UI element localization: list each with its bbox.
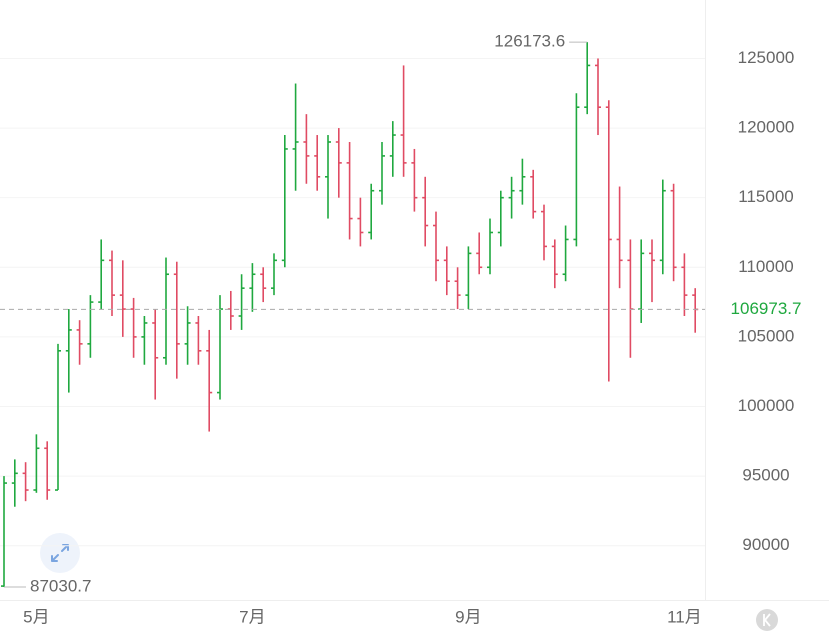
k-button[interactable] — [756, 609, 778, 631]
y-tick-label: 100000 — [738, 396, 795, 415]
max-label: 126173.6 — [494, 32, 565, 51]
x-tick-label: 5月 — [23, 607, 49, 626]
x-tick-label: 9月 — [455, 607, 481, 626]
last-price-label: 106973.7 — [731, 299, 802, 318]
min-label: 87030.7 — [30, 577, 91, 596]
expand-icon[interactable] — [40, 533, 80, 573]
y-tick-label: 115000 — [738, 187, 793, 206]
y-tick-label: 120000 — [738, 118, 795, 137]
y-tick-label: 125000 — [738, 48, 795, 67]
x-tick-label: 7月 — [239, 607, 265, 626]
x-tick-label: 11月 — [667, 607, 702, 626]
y-tick-label: 95000 — [742, 466, 789, 485]
last-price-box — [706, 297, 828, 322]
y-tick-label: 90000 — [742, 535, 789, 554]
y-tick-label: 105000 — [738, 326, 795, 345]
y-tick-label: 110000 — [738, 257, 793, 276]
